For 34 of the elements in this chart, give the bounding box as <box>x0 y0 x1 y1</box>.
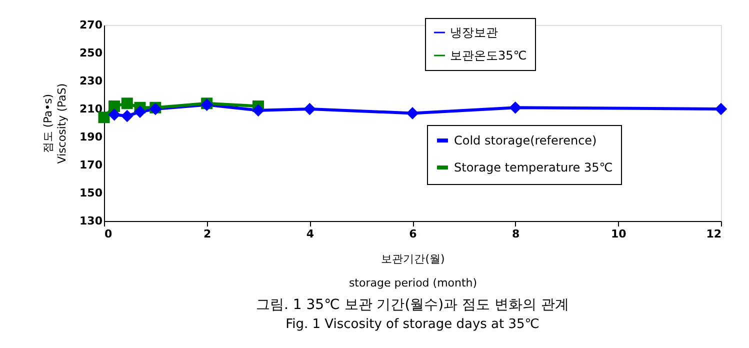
y-tick-label: 250 <box>80 46 103 60</box>
legend-label: 보관온도35℃ <box>450 48 527 62</box>
y-tick-label: 230 <box>80 74 103 88</box>
y-tick-label: 190 <box>80 130 103 144</box>
point <box>108 108 120 120</box>
x-tick-label: 6 <box>409 228 418 240</box>
text: Fig. 1 Viscosity of storage days at 35℃ <box>286 317 540 332</box>
point <box>98 112 110 124</box>
y-tick-label: 270 <box>80 18 103 32</box>
y-tick-label: 170 <box>80 158 103 172</box>
legend-label: 냉장보관 <box>450 26 498 40</box>
point <box>406 107 418 119</box>
y-tick-label: 150 <box>80 186 103 200</box>
x-tick-label: 2 <box>204 228 212 240</box>
point <box>108 100 120 112</box>
y-axis-title: 점도 (Pa•s) Viscosity (PaS) <box>42 83 69 164</box>
point <box>121 110 133 122</box>
x-tick-label: 8 <box>512 228 520 240</box>
x-axis-title: 보관기간(월) storage period (month) <box>348 252 478 290</box>
x-tick-label: 4 <box>306 228 314 240</box>
point <box>252 104 264 116</box>
point <box>121 98 133 110</box>
point <box>304 103 316 115</box>
x-tick-label: 12 <box>706 228 722 240</box>
annotation: Storage temperature 35℃ <box>454 160 613 174</box>
point <box>134 106 146 118</box>
y-tick-label: 210 <box>80 102 103 116</box>
y-tick-label: 130 <box>80 214 103 228</box>
point <box>510 102 522 114</box>
x-tick-label: 0 <box>104 228 112 240</box>
annotation: Cold storage(reference) <box>454 134 597 148</box>
point <box>715 103 727 115</box>
text: 그림. 1 35℃ 보관 기간(월수)과 점도 변화의 관계 <box>256 297 569 313</box>
x-tick-label: 10 <box>611 228 627 240</box>
